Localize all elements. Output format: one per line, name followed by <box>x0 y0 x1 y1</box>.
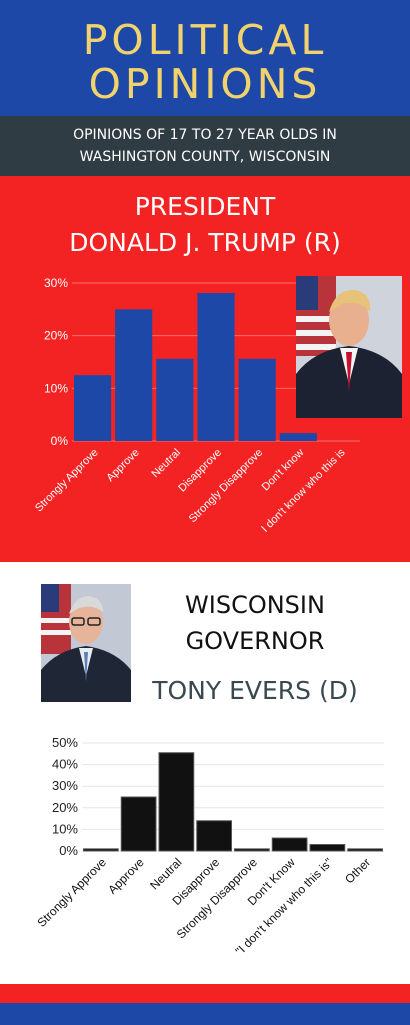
x-tick-label: Neutral <box>149 447 183 481</box>
president-heading-line1: PRESIDENT <box>134 192 276 221</box>
page-title-line1: POLITICAL <box>82 16 328 64</box>
bar <box>309 844 346 852</box>
x-tick-label: I don't know who this is <box>259 446 348 535</box>
x-tick-label: Other <box>342 855 373 886</box>
evers-portrait <box>41 584 131 702</box>
bar <box>234 848 270 852</box>
x-tick-label: Strongly Approve <box>33 447 101 515</box>
x-tick-label: Approve <box>105 855 147 897</box>
bar <box>115 309 153 441</box>
bar <box>120 796 157 852</box>
y-tick-label: 10% <box>52 821 78 836</box>
bar <box>83 848 119 852</box>
subtitle-bar: OPINIONS OF 17 TO 27 YEAR OLDS IN WASHIN… <box>0 116 410 176</box>
y-tick-label: 10% <box>44 381 68 395</box>
governor-heading-line3: TONY EVERS (D) <box>152 676 358 705</box>
bar <box>158 752 195 852</box>
page-title-line2: OPINIONS <box>88 60 322 108</box>
x-tick-label: Approve <box>104 447 141 484</box>
bar <box>279 433 317 441</box>
bar <box>74 375 112 441</box>
y-tick-label: 30% <box>44 276 68 290</box>
governor-approval-chart: 0% 10% 20% 30% 40% 50% Strongly ApproveApprove… <box>34 735 384 958</box>
subtitle-line1: OPINIONS OF 17 TO 27 YEAR OLDS IN <box>73 127 337 143</box>
governor-heading-line1: WISCONSIN <box>185 591 325 619</box>
x-tick-label: Strongly Approve <box>34 855 109 930</box>
footer-blue-stripe <box>0 1003 410 1025</box>
bar <box>347 848 383 852</box>
footer-red-stripe <box>0 984 410 1003</box>
x-tick-label: Strongly Disapprove <box>187 447 266 526</box>
y-tick-label: 0% <box>59 843 78 858</box>
governor-heading-line2: GOVERNOR <box>185 627 325 655</box>
x-tick-label: Neutral <box>147 855 184 892</box>
bar <box>156 358 194 441</box>
y-tick-label: 20% <box>52 800 78 815</box>
president-heading-line2: DONALD J. TRUMP (R) <box>69 228 341 257</box>
y-tick-label: 20% <box>44 329 68 343</box>
y-tick-label: 30% <box>52 778 78 793</box>
y-tick-label: 50% <box>52 735 78 750</box>
trump-portrait <box>296 276 402 418</box>
header-banner: POLITICAL OPINIONS <box>0 0 410 116</box>
bar <box>238 358 276 441</box>
bar <box>197 293 235 441</box>
bar <box>271 837 308 852</box>
y-tick-label: 40% <box>52 757 78 772</box>
subtitle-line2: WASHINGTON COUNTY, WISCONSIN <box>79 149 331 165</box>
bar <box>196 820 232 852</box>
y-tick-label: 0% <box>51 434 69 448</box>
